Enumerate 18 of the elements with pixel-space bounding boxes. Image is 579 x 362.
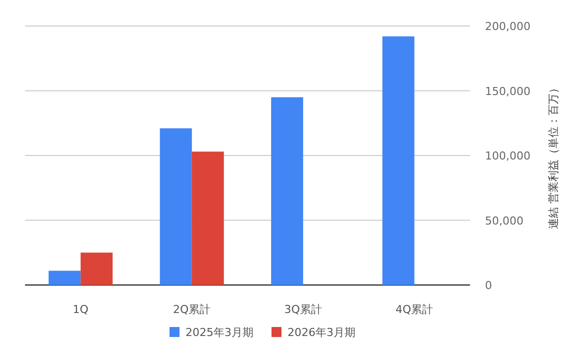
- y-tick-label: 150,000: [485, 84, 530, 98]
- x-tick-label: 3Q累計: [284, 303, 322, 316]
- bar: [382, 36, 414, 285]
- bar: [160, 128, 192, 285]
- bar: [80, 252, 113, 285]
- y-axis-title: 連結 営業利益（単位：百万）: [547, 82, 560, 229]
- x-tick-label: 4Q累計: [396, 303, 434, 316]
- bar: [48, 270, 81, 285]
- x-tick-label: 2Q累計: [173, 303, 211, 316]
- y-tick-label: 0: [485, 279, 492, 292]
- y-tick-label: 100,000: [485, 150, 530, 162]
- bar: [271, 97, 304, 285]
- legend-label: 2026年3月期: [288, 326, 356, 339]
- y-tick-label: 200,000: [485, 20, 530, 33]
- x-tick-label: 1Q: [72, 303, 89, 316]
- y-tick-label: 50,000: [485, 214, 524, 228]
- legend-label: 2025年3月期: [186, 326, 254, 339]
- bar: [192, 152, 224, 285]
